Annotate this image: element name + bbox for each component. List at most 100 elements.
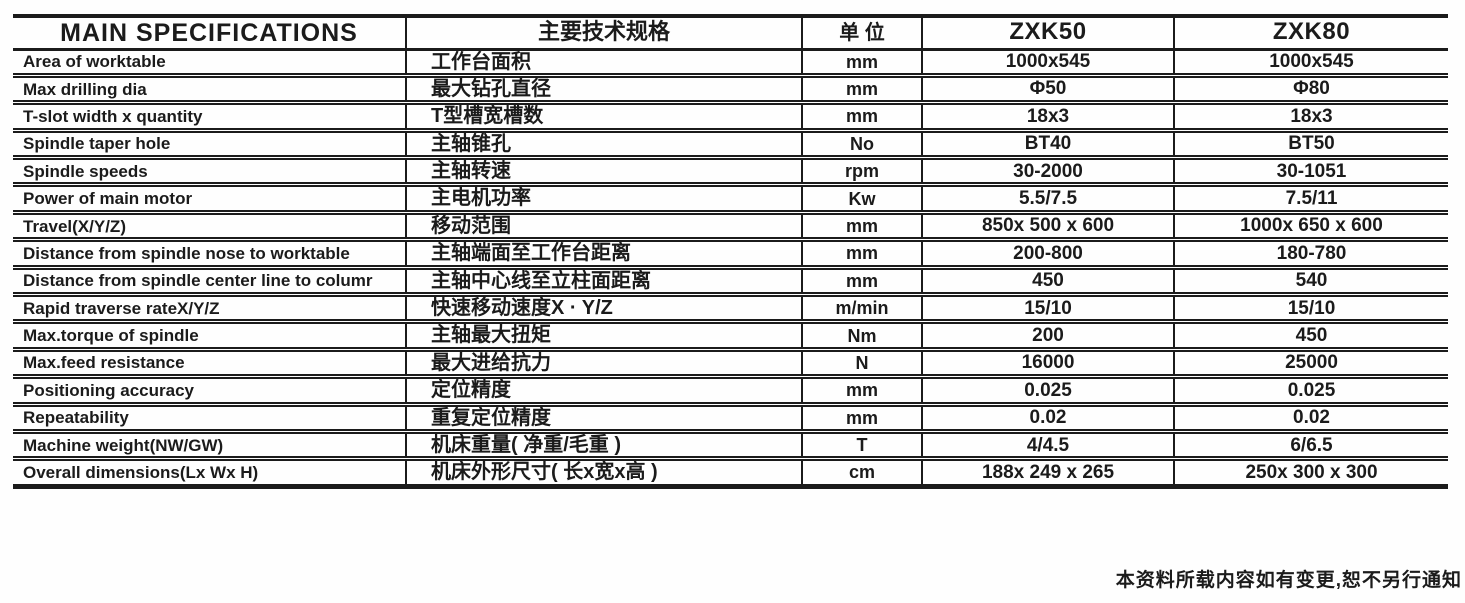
spec-value-zxk50: 30-2000: [922, 157, 1175, 188]
spec-value-zxk50: 1000x545: [922, 49, 1175, 78]
spec-name-en: Max drilling dia: [13, 75, 407, 106]
spec-row-max-feed-resistance: Max.feed resistance 最大进给抗力 N 16000 25000: [13, 349, 1448, 380]
spec-name-zh: 工作台面积: [406, 49, 803, 78]
spec-value-zxk50: 0.02: [922, 404, 1175, 435]
spec-name-en: Spindle taper hole: [13, 130, 407, 161]
spec-row-positioning-accuracy: Positioning accuracy 定位精度 mm 0.025 0.025: [13, 376, 1448, 407]
spec-unit: mm: [802, 102, 923, 133]
spec-name-zh: 机床外形尺寸( 长x宽x高 ): [406, 458, 803, 487]
spec-value-zxk80: 540: [1174, 267, 1448, 298]
spec-value-zxk80: 250x 300 x 300: [1245, 461, 1378, 483]
spec-unit: mm: [802, 404, 923, 435]
spec-row-spindle-speeds: Spindle speeds 主轴转速 rpm 30-2000 30-1051: [13, 157, 1448, 188]
spec-value-zxk80: 0.02: [1174, 404, 1448, 435]
spec-name-zh: 快速移动速度X · Y/Z: [406, 294, 803, 325]
column-header-main-specifications: MAIN SPECIFICATIONS: [13, 16, 407, 51]
spec-value-zxk50: 188x 249 x 265: [922, 458, 1175, 487]
spec-value-zxk80: 1000x 650 x 600: [1174, 212, 1448, 243]
spec-value-zxk50: Φ50: [922, 75, 1175, 106]
spec-value-zxk50: 16000: [922, 349, 1175, 380]
spec-unit: N: [802, 349, 923, 380]
spec-unit: Kw: [802, 184, 923, 215]
spec-name-zh: 移动范围: [406, 212, 803, 243]
spec-name-en: Distance from spindle center line to col…: [13, 267, 407, 298]
spec-unit: mm: [802, 75, 923, 106]
spec-value-zxk50: 200: [922, 321, 1175, 352]
spec-unit: m/min: [802, 294, 923, 325]
spec-value-zxk50: 450: [922, 267, 1175, 298]
spec-value-zxk80: BT50: [1174, 130, 1448, 161]
spec-name-en: T-slot width x quantity: [13, 102, 407, 133]
spec-value-zxk50: BT40: [922, 130, 1175, 161]
spec-name-en: Power of main motor: [13, 184, 407, 215]
spec-name-zh: T型槽宽槽数: [406, 102, 803, 133]
spec-name-zh: 主轴中心线至立柱面距离: [406, 267, 803, 298]
spec-value-zxk50: 5.5/7.5: [922, 184, 1175, 215]
spec-unit: mm: [802, 376, 923, 407]
spec-name-zh: 主轴锥孔: [406, 130, 803, 161]
spec-name-zh: 主电机功率: [406, 184, 803, 215]
spec-row-machine-weight: Machine weight(NW/GW) 机床重量( 净重/毛重 ) T 4/…: [13, 431, 1448, 462]
spec-name-en: Machine weight(NW/GW): [13, 431, 407, 462]
spec-row-travel-xyz: Travel(X/Y/Z) 移动范围 mm 850x 500 x 600 100…: [13, 212, 1448, 243]
header-row: MAIN SPECIFICATIONS 主要技术规格 单 位 ZXK50 ZXK…: [13, 16, 1448, 51]
spec-row-max-torque: Max.torque of spindle 主轴最大扭矩 Nm 200 450: [13, 321, 1448, 352]
column-header-zxk80: ZXK80: [1174, 16, 1448, 51]
spec-name-zh: 最大钻孔直径: [406, 75, 803, 106]
spec-name-zh: 主轴最大扭矩: [406, 321, 803, 352]
spec-value-zxk80: 25000: [1174, 349, 1448, 380]
column-header-unit: 单 位: [802, 16, 923, 51]
spec-name-zh: 定位精度: [406, 376, 803, 407]
spec-name-zh: 主轴转速: [406, 157, 803, 188]
spec-name-en: Positioning accuracy: [13, 376, 407, 407]
spec-name-zh: 最大进给抗力: [406, 349, 803, 380]
spec-row-area-of-worktable: Area of worktable 工作台面积 mm 1000x545 1000…: [13, 49, 1448, 78]
spec-value-zxk50: 15/10: [922, 294, 1175, 325]
spec-value-zxk80: 180-780: [1174, 239, 1448, 270]
spec-unit: rpm: [802, 157, 923, 188]
spec-name-en: Max.torque of spindle: [13, 321, 407, 352]
spec-row-distance-spindle-nose-worktable: Distance from spindle nose to worktable …: [13, 239, 1448, 270]
spec-value-zxk80: 18x3: [1174, 102, 1448, 133]
spec-name-zh: 机床重量( 净重/毛重 ): [406, 431, 803, 462]
spec-row-rapid-traverse-rate: Rapid traverse rateX/Y/Z 快速移动速度X · Y/Z m…: [13, 294, 1448, 325]
spec-table: MAIN SPECIFICATIONS 主要技术规格 单 位 ZXK50 ZXK…: [13, 14, 1448, 489]
spec-unit: mm: [802, 212, 923, 243]
spec-value-zxk80: 450: [1174, 321, 1448, 352]
spec-name-en: Max.feed resistance: [13, 349, 407, 380]
spec-value-zxk50: 850x 500 x 600: [922, 212, 1175, 243]
spec-value-zxk80: Φ80: [1174, 75, 1448, 106]
spec-name-en: Distance from spindle nose to worktable: [13, 239, 407, 270]
spec-value-zxk50: 4/4.5: [922, 431, 1175, 462]
spec-row-t-slot: T-slot width x quantity T型槽宽槽数 mm 18x3 1…: [13, 102, 1448, 133]
spec-unit: mm: [802, 49, 923, 78]
spec-value-zxk50: 0.025: [922, 376, 1175, 407]
spec-unit: cm: [802, 458, 923, 487]
spec-unit: mm: [802, 239, 923, 270]
column-header-zxk50: ZXK50: [922, 16, 1175, 51]
spec-name-en: Spindle speeds: [13, 157, 407, 188]
spec-value-zxk80: 7.5/11: [1174, 184, 1448, 215]
spec-unit: No: [802, 130, 923, 161]
spec-value-zxk80: 15/10: [1174, 294, 1448, 325]
spec-name-en: Repeatability: [13, 404, 407, 435]
spec-row-repeatability: Repeatability 重复定位精度 mm 0.02 0.02: [13, 404, 1448, 435]
spec-unit: Nm: [802, 321, 923, 352]
spec-row-distance-spindle-center-column: Distance from spindle center line to col…: [13, 267, 1448, 298]
spec-unit: mm: [802, 267, 923, 298]
spec-unit: T: [802, 431, 923, 462]
spec-value-zxk50: 18x3: [922, 102, 1175, 133]
column-header-specs-chinese: 主要技术规格: [406, 16, 803, 51]
spec-value-zxk50: 200-800: [922, 239, 1175, 270]
spec-name-en: Travel(X/Y/Z): [13, 212, 407, 243]
spec-name-en: Overall dimensions(Lx Wx H): [13, 458, 407, 487]
spec-name-en: Area of worktable: [13, 49, 407, 78]
spec-name-zh: 重复定位精度: [406, 404, 803, 435]
spec-name-zh: 主轴端面至工作台距离: [406, 239, 803, 270]
spec-value-zxk80: 30-1051: [1174, 157, 1448, 188]
spec-value-zxk80: 1000x545: [1174, 49, 1448, 78]
spec-name-en: Rapid traverse rateX/Y/Z: [13, 294, 407, 325]
spec-row-overall-dimensions: Overall dimensions(Lx Wx H) 机床外形尺寸( 长x宽x…: [13, 458, 1448, 487]
footer-disclaimer-note: 本资料所载内容如有变更,恕不另行通知: [1115, 570, 1462, 591]
